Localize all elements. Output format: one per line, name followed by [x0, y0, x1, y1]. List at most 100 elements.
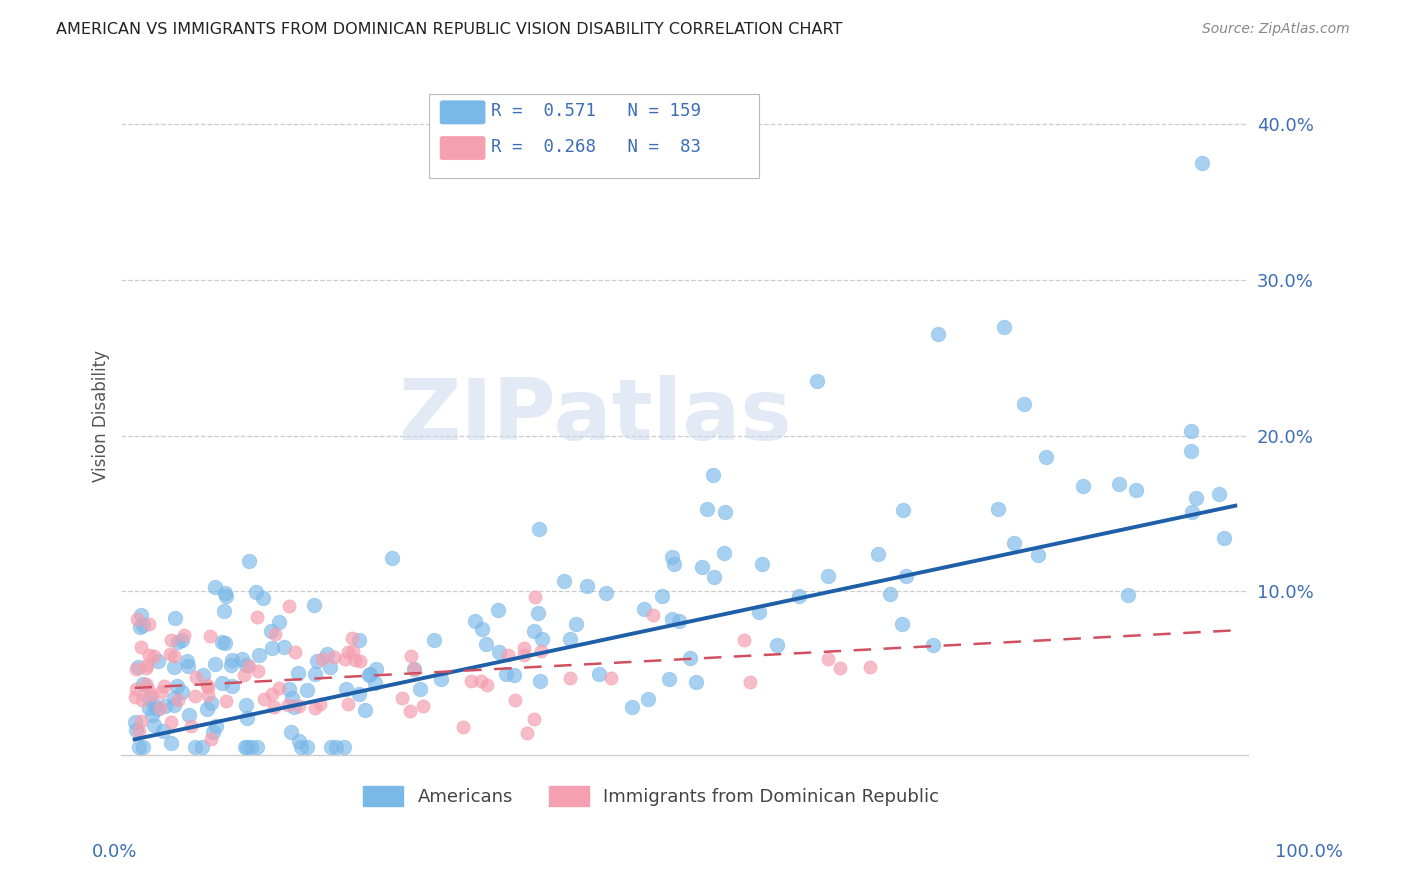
Point — [125, 682, 148, 697]
Point — [260, 687, 283, 701]
Point — [859, 660, 882, 674]
Point — [1035, 450, 1057, 465]
Point — [527, 522, 550, 536]
Point — [993, 319, 1015, 334]
Point — [267, 681, 290, 696]
Point — [129, 620, 152, 634]
Point — [281, 690, 304, 705]
Point — [280, 725, 302, 739]
Point — [817, 569, 839, 583]
Point — [247, 648, 270, 662]
Point — [148, 654, 170, 668]
Point — [1108, 476, 1130, 491]
Point — [236, 740, 259, 755]
Point — [477, 678, 499, 692]
Point — [302, 598, 325, 612]
Point — [172, 685, 194, 699]
Point — [787, 589, 810, 603]
Point — [212, 604, 235, 618]
Point — [399, 648, 422, 663]
Point — [806, 374, 828, 388]
Point — [349, 654, 371, 668]
Point — [166, 679, 188, 693]
Point — [197, 680, 219, 694]
Point — [423, 632, 446, 647]
Point — [141, 708, 163, 723]
Point — [359, 666, 381, 681]
Text: 100.0%: 100.0% — [1275, 843, 1343, 861]
Point — [135, 661, 157, 675]
Point — [309, 697, 332, 711]
Point — [894, 568, 917, 582]
Point — [131, 617, 153, 632]
Point — [259, 624, 281, 638]
Point — [141, 689, 163, 703]
Point — [214, 636, 236, 650]
Point — [145, 701, 167, 715]
Point — [263, 699, 285, 714]
Point — [879, 587, 901, 601]
Point — [496, 648, 519, 662]
Point — [245, 585, 267, 599]
Point — [246, 664, 269, 678]
Point — [668, 614, 690, 628]
Point — [143, 648, 166, 663]
Point — [195, 678, 218, 692]
Point — [152, 723, 174, 738]
Point — [530, 644, 553, 658]
Point — [336, 645, 359, 659]
Point — [866, 547, 889, 561]
Point — [236, 711, 259, 725]
Point — [1185, 491, 1208, 505]
Point — [290, 740, 312, 755]
Point — [136, 658, 159, 673]
Point — [221, 679, 243, 693]
Point — [204, 580, 226, 594]
Point — [409, 681, 432, 696]
Point — [211, 635, 233, 649]
Point — [287, 734, 309, 748]
Point — [283, 699, 305, 714]
Point — [295, 740, 318, 755]
Point — [1116, 588, 1139, 602]
Point — [748, 606, 770, 620]
Point — [138, 648, 160, 662]
Point — [152, 680, 174, 694]
Point — [817, 651, 839, 665]
Point — [650, 589, 672, 603]
Point — [131, 693, 153, 707]
Point — [1002, 536, 1025, 550]
Point — [277, 698, 299, 712]
Point — [304, 700, 326, 714]
Point — [260, 641, 283, 656]
Point — [163, 611, 186, 625]
Point — [1181, 505, 1204, 519]
Point — [333, 740, 356, 755]
Point — [713, 546, 735, 560]
Point — [353, 703, 375, 717]
Point — [1012, 397, 1035, 411]
Point — [661, 550, 683, 565]
Point — [633, 602, 655, 616]
Point — [135, 677, 157, 691]
Point — [927, 327, 949, 342]
Point — [160, 632, 183, 647]
Text: R =  0.268   N =  83: R = 0.268 N = 83 — [491, 138, 700, 156]
Point — [136, 682, 159, 697]
Point — [588, 666, 610, 681]
Point — [176, 654, 198, 668]
Point — [198, 629, 221, 643]
Legend: Americans, Immigrants from Dominican Republic: Americans, Immigrants from Dominican Rep… — [356, 779, 946, 814]
Point — [342, 643, 364, 657]
Point — [264, 627, 287, 641]
Point — [342, 631, 364, 645]
Point — [191, 740, 214, 755]
Point — [733, 633, 755, 648]
Point — [163, 649, 186, 664]
Point — [412, 699, 434, 714]
Point — [143, 698, 166, 712]
Point — [287, 666, 309, 681]
Point — [661, 612, 683, 626]
Point — [381, 551, 404, 566]
Point — [129, 640, 152, 654]
